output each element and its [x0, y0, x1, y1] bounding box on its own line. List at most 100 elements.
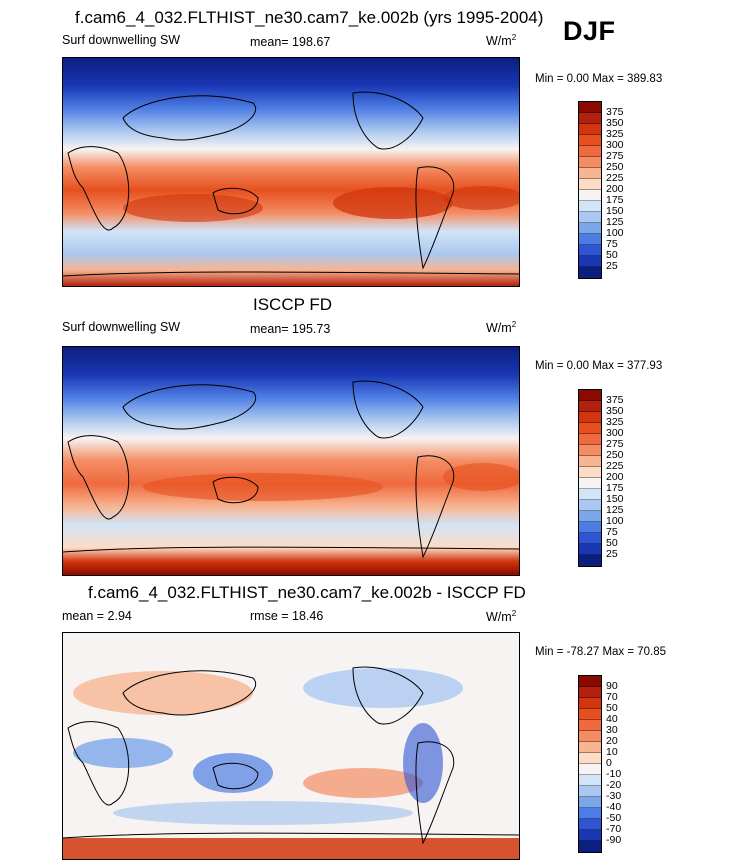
colorbar-swatch: [579, 146, 601, 157]
colorbar-swatch: [579, 401, 601, 412]
colorbar-labels-model: 375 350 325 300 275 250 225 200 175 150 …: [606, 107, 624, 272]
colorbar-swatch: [579, 201, 601, 212]
colorbar-swatch: [579, 709, 601, 720]
colorbar-tick: 275: [606, 150, 624, 162]
colorbar-swatch: [579, 489, 601, 500]
colorbar-swatch: [579, 445, 601, 456]
colorbar-tick: 75: [606, 526, 618, 538]
colorbar-tick: 125: [606, 216, 624, 228]
colorbar-swatch: [579, 256, 601, 267]
colorbar-tick: 125: [606, 504, 624, 516]
colorbar-tick: 200: [606, 471, 624, 483]
colorbar-tick: 375: [606, 394, 624, 406]
colorbar-tick: 300: [606, 139, 624, 151]
colorbar-tick: 90: [606, 680, 618, 692]
colorbar-swatch: [579, 555, 601, 566]
colorbar-tick: 10: [606, 746, 618, 758]
season-label: DJF: [563, 16, 616, 46]
colorbar-tick: -10: [606, 768, 622, 780]
colorbar-tick: 200: [606, 183, 624, 195]
colorbar-tick: 175: [606, 194, 624, 206]
colorbar-swatch: [579, 157, 601, 168]
colorbar-swatch: [579, 544, 601, 555]
colorbar-swatch: [579, 841, 601, 852]
colorbar-tick: -70: [606, 823, 622, 835]
colorbar-swatch: [579, 245, 601, 256]
mean-label-obs: mean= 195.73: [250, 322, 331, 336]
colorbar-tick: 175: [606, 482, 624, 494]
colorbar-tick: 75: [606, 238, 618, 250]
colorbar-model: [578, 101, 602, 279]
colorbar-swatch: [579, 533, 601, 544]
colorbar-tick: 25: [606, 548, 618, 560]
colorbar-swatch: [579, 456, 601, 467]
colorbar-swatch: [579, 124, 601, 135]
colorbar-tick: 275: [606, 438, 624, 450]
colorbar-swatch: [579, 830, 601, 841]
colorbar-tick: -30: [606, 790, 622, 802]
map-diff: [62, 632, 520, 860]
colorbar-tick: 70: [606, 691, 618, 703]
colorbar-swatch: [579, 478, 601, 489]
variable-label-model: Surf downwelling SW: [62, 33, 181, 47]
panel-title-obs: ISCCP FD: [253, 295, 333, 314]
colorbar-diff: [578, 675, 602, 853]
colorbar-tick: 300: [606, 427, 624, 439]
colorbar-tick: 30: [606, 724, 618, 736]
colorbar-swatch: [579, 390, 601, 401]
colorbar-tick: 250: [606, 161, 624, 173]
colorbar-swatch: [579, 190, 601, 201]
minmax-obs: Min = 0.00 Max = 377.93: [535, 360, 663, 372]
units-label-diff: W/m2: [486, 609, 517, 625]
map-model: [62, 57, 520, 287]
colorbar-tick: 50: [606, 702, 618, 714]
colorbar-tick: -90: [606, 834, 622, 846]
colorbar-tick: -20: [606, 779, 622, 791]
colorbar-swatch: [579, 223, 601, 234]
colorbar-tick: 0: [606, 757, 612, 769]
colorbar-swatch: [579, 698, 601, 709]
colorbar-swatch: [579, 267, 601, 278]
colorbar-tick: 250: [606, 449, 624, 461]
colorbar-tick: 20: [606, 735, 618, 747]
units-label-obs: W/m2: [486, 320, 517, 336]
colorbar-tick: 50: [606, 249, 618, 261]
colorbar-swatch: [579, 135, 601, 146]
colorbar-swatch: [579, 731, 601, 742]
mean-label-diff: mean = 2.94: [62, 609, 132, 623]
colorbar-tick: 25: [606, 260, 618, 272]
colorbar-tick: 100: [606, 227, 624, 239]
colorbar-swatch: [579, 113, 601, 124]
units-label-model: W/m2: [486, 33, 517, 49]
colorbar-tick: 350: [606, 405, 624, 417]
colorbar-swatch: [579, 797, 601, 808]
colorbar-swatch: [579, 775, 601, 786]
colorbar-swatch: [579, 742, 601, 753]
colorbar-labels-obs: 375 350 325 300 275 250 225 200 175 150 …: [606, 395, 624, 560]
colorbar-swatch: [579, 212, 601, 223]
colorbar-swatch: [579, 102, 601, 113]
colorbar-swatch: [579, 522, 601, 533]
colorbar-tick: 100: [606, 515, 624, 527]
rmse-label-diff: rmse = 18.46: [250, 609, 324, 623]
colorbar-tick: 225: [606, 172, 624, 184]
colorbar-tick: 50: [606, 537, 618, 549]
colorbar-tick: 375: [606, 106, 624, 118]
minmax-diff: Min = -78.27 Max = 70.85: [535, 646, 667, 658]
colorbar-swatch: [579, 168, 601, 179]
colorbar-swatch: [579, 412, 601, 423]
colorbar-swatch: [579, 808, 601, 819]
colorbar-swatch: [579, 687, 601, 698]
colorbar-labels-diff: 90 70 50 40 30 20 10 0 -10 -20 -30 -40 -…: [606, 681, 621, 846]
colorbar-swatch: [579, 819, 601, 830]
minmax-model: Min = 0.00 Max = 389.83: [535, 73, 663, 85]
map-obs: [62, 346, 520, 576]
colorbar-swatch: [579, 500, 601, 511]
colorbar-swatch: [579, 676, 601, 687]
colorbar-tick: -50: [606, 812, 622, 824]
colorbar-swatch: [579, 467, 601, 478]
colorbar-swatch: [579, 423, 601, 434]
mean-label-model: mean= 198.67: [250, 35, 331, 49]
colorbar-swatch: [579, 234, 601, 245]
colorbar-tick: 225: [606, 460, 624, 472]
